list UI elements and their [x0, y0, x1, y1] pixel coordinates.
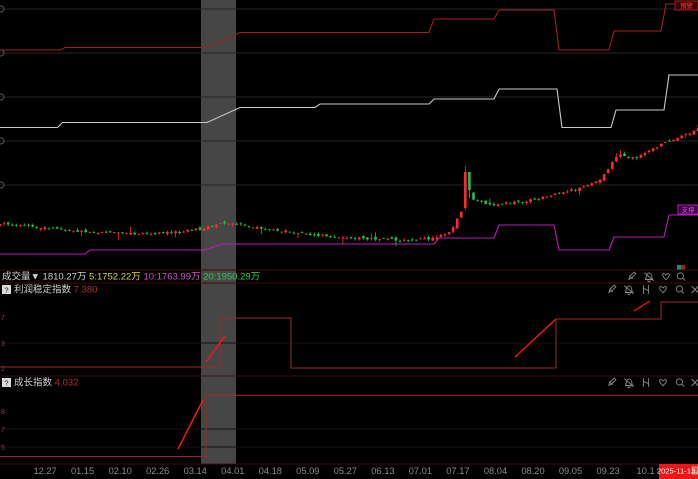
svg-text:02.26: 02.26 [146, 466, 169, 476]
svg-text:02.10: 02.10 [109, 466, 132, 476]
svg-text:五: 五 [692, 469, 697, 475]
svg-text:03.14: 03.14 [184, 466, 207, 476]
svg-text:7: 7 [1, 315, 5, 322]
svg-text:成长指数 4.032: 成长指数 4.032 [14, 377, 78, 389]
svg-text:05.09: 05.09 [296, 466, 319, 476]
svg-text:12.27: 12.27 [33, 466, 56, 476]
svg-text:支撑: 支撑 [682, 205, 695, 214]
svg-text:07.01: 07.01 [409, 466, 432, 476]
svg-text:8: 8 [1, 409, 5, 416]
svg-text:10.1: 10.1 [637, 466, 655, 476]
svg-text:08.04: 08.04 [484, 466, 507, 476]
svg-text:2025-11-13: 2025-11-13 [657, 467, 695, 476]
svg-text:08.20: 08.20 [521, 466, 544, 476]
svg-text:04.18: 04.18 [259, 466, 282, 476]
svg-text:09.05: 09.05 [559, 466, 582, 476]
svg-text:06.13: 06.13 [371, 466, 394, 476]
svg-text:预警: 预警 [680, 1, 693, 10]
svg-text:利润稳定指数 7.380: 利润稳定指数 7.380 [14, 284, 97, 296]
svg-text:?: ? [4, 378, 8, 387]
svg-text:09.23: 09.23 [596, 466, 619, 476]
svg-text:成交量▼ 1810.27万 5:1752.22万 10: 成交量▼ 1810.27万 5:1752.22万 10:1763.99万 20:… [2, 271, 260, 283]
svg-text:04.01: 04.01 [221, 466, 244, 476]
svg-text:3: 3 [1, 341, 5, 348]
svg-text:05.27: 05.27 [334, 466, 357, 476]
svg-text:7: 7 [1, 427, 5, 434]
svg-text:07.17: 07.17 [446, 466, 469, 476]
svg-text:?: ? [4, 285, 8, 294]
svg-text:01.15: 01.15 [71, 466, 94, 476]
svg-text:5: 5 [1, 445, 5, 452]
